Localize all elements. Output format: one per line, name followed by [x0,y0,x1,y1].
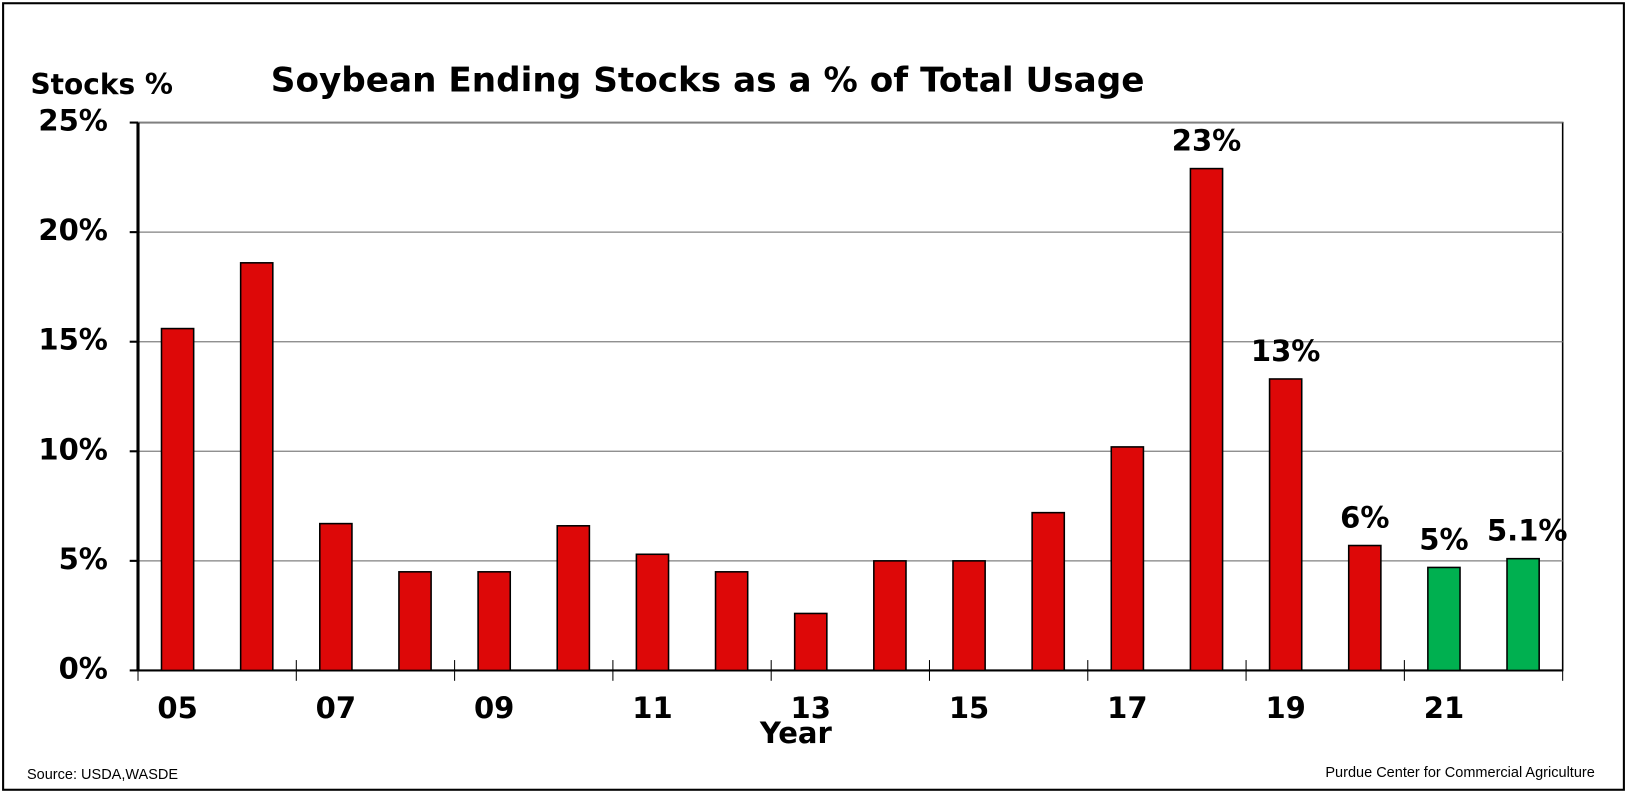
y-tick-label: 25% [38,104,108,138]
x-tick-label: 19 [1265,691,1305,725]
data-label: 23% [1172,124,1242,158]
bar [160,327,195,672]
data-label: 6% [1340,501,1389,535]
x-tick-label: 21 [1424,691,1464,725]
bar [793,612,828,672]
credit: Purdue Center for Commercial Agriculture [1325,765,1594,781]
bar [1427,566,1461,672]
bar [239,262,274,672]
data-label: 5.1% [1487,514,1568,548]
data-label: 5% [1419,522,1468,556]
x-tick-label: 09 [474,691,514,725]
y-tick-label: 15% [38,323,108,357]
x-tick-label: 17 [1107,691,1147,725]
bar [398,571,432,672]
x-axis-label: Year [759,716,833,750]
bar [873,560,907,672]
chart-title: Soybean Ending Stocks as a % of Total Us… [271,61,1145,101]
bar [556,525,591,672]
x-tick-label: 15 [949,691,989,725]
data-label: 13% [1251,334,1321,368]
x-tick-label: 11 [632,691,672,725]
bar [1189,167,1224,672]
y-tick-label: 0% [59,651,108,685]
bar [477,571,512,672]
bar [319,522,353,672]
bar [952,560,986,672]
bar [714,571,749,672]
bar [1110,446,1145,672]
bar [1506,557,1540,672]
bar [635,553,670,672]
source: Source: USDA,WASDE [27,767,178,783]
y-axis-label: Stocks % [30,68,172,101]
y-tick-label: 20% [38,213,108,247]
bar [1347,544,1382,672]
bar [1031,511,1066,672]
y-tick-label: 5% [59,542,108,576]
x-tick-label: 05 [157,691,197,725]
bar [1268,378,1303,672]
x-tick-label: 07 [316,691,356,725]
y-tick-label: 10% [38,432,108,466]
x-tick-label: 13 [791,691,831,725]
